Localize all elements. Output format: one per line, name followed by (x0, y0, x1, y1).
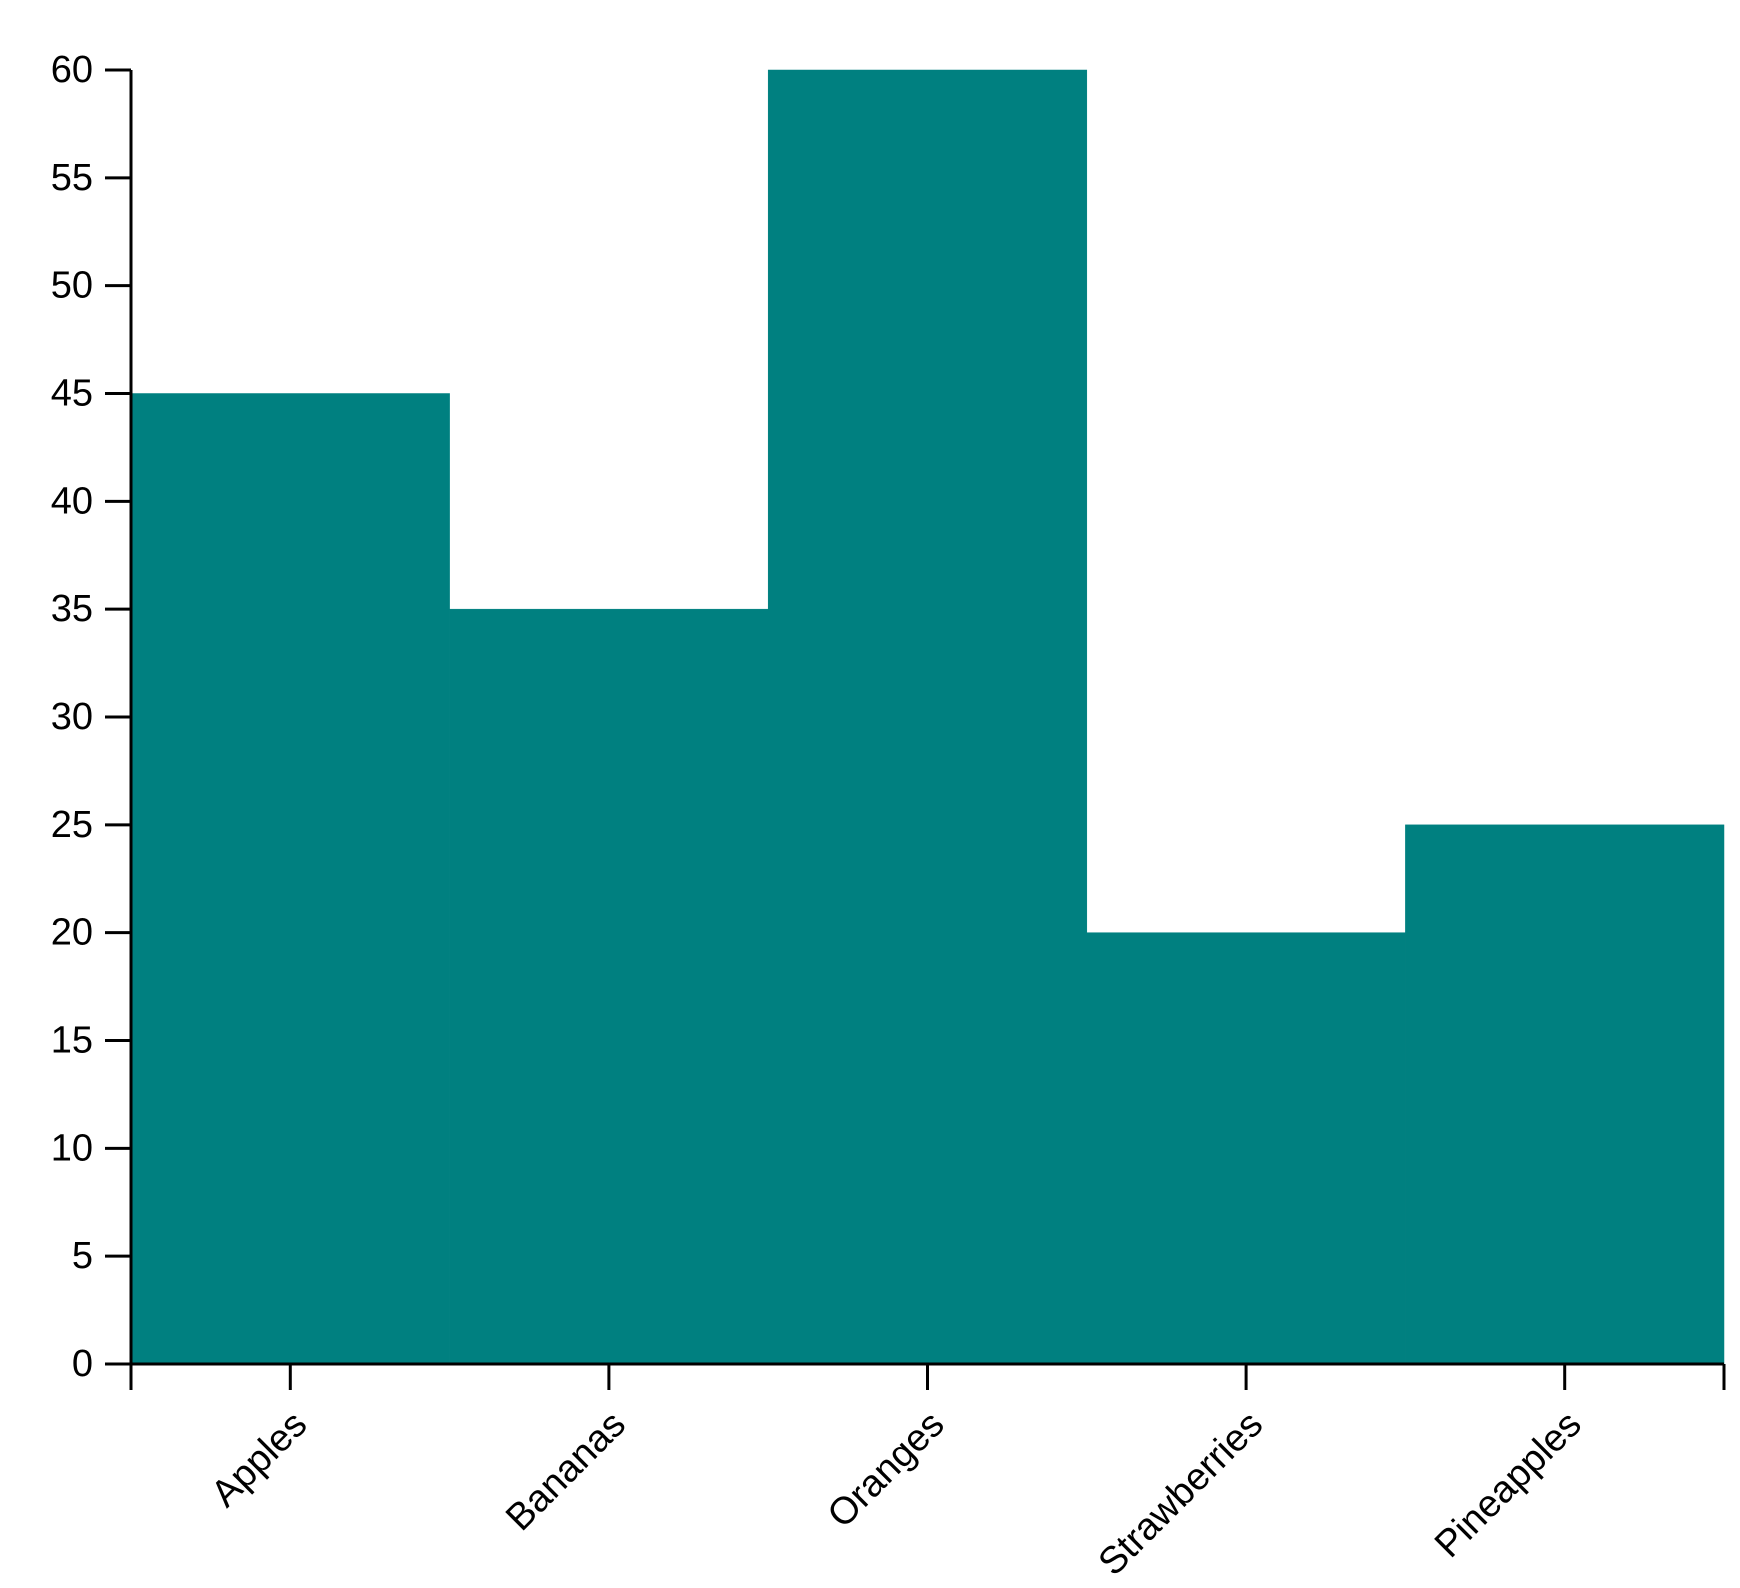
bars-layer (130, 69, 1725, 1365)
x-tick-label-apples: Apples (203, 1403, 315, 1515)
y-tick-label: 30 (51, 696, 93, 738)
bar-apples (130, 393, 450, 1365)
bar-pineapples (1405, 824, 1725, 1365)
x-tick-label-strawberries: Strawberries (1091, 1403, 1272, 1584)
x-axis: Apples Bananas Oranges Strawberries Pineappl… (129, 1362, 1726, 1584)
y-tick-label: 50 (51, 265, 93, 307)
x-tick-label-bananas: Bananas (498, 1403, 634, 1539)
y-tick-label: 5 (72, 1235, 93, 1277)
y-tick-label: 10 (51, 1127, 93, 1169)
bar-bananas (449, 608, 769, 1365)
y-axis: 0 5 10 15 20 25 30 35 40 45 50 55 60 (51, 49, 133, 1385)
y-tick-label: 20 (51, 912, 93, 954)
bar-oranges (767, 69, 1088, 1365)
x-tick-label-pineapples: Pineapples (1427, 1403, 1590, 1566)
y-tick-label: 25 (51, 804, 93, 846)
y-tick-label: 15 (51, 1020, 93, 1062)
bar-strawberries (1086, 932, 1406, 1365)
y-tick-label: 55 (51, 157, 93, 199)
y-tick-label: 40 (51, 480, 93, 522)
y-tick-label: 60 (51, 49, 93, 91)
x-tick-label-oranges: Oranges (820, 1403, 953, 1536)
y-tick-label: 0 (72, 1343, 93, 1385)
y-tick-label: 35 (51, 588, 93, 630)
y-tick-label: 45 (51, 373, 93, 415)
